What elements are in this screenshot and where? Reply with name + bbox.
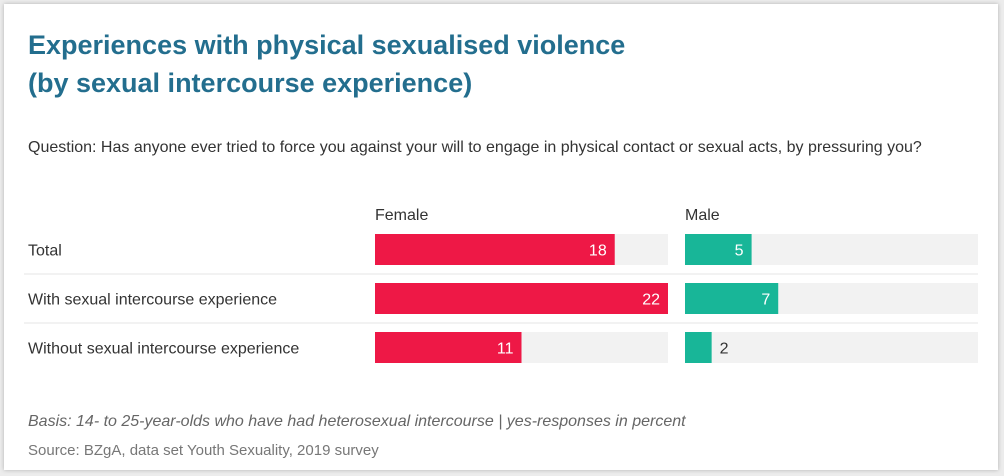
bar [375,283,668,314]
bar [685,234,752,265]
category-label: Total [28,243,62,260]
category-label: With sexual intercourse experience [28,292,277,309]
bar-track [685,332,978,363]
footnote: Basis: 14- to 25-year-olds who have had … [28,413,686,430]
value-label: 11 [497,341,514,358]
bar [375,332,522,363]
legend-label: Female [375,207,428,224]
footnote: Source: BZgA, data set Youth Sexuality, … [28,442,379,459]
chart-subtitle: Question: Has anyone ever tried to force… [28,139,922,156]
bar [375,234,615,265]
value-label: 22 [642,292,660,309]
value-label: 18 [589,243,607,260]
value-label: 2 [720,341,729,358]
bar [685,283,779,314]
legend-label: Male [685,207,720,224]
value-label: 5 [735,243,744,260]
value-label: 7 [761,292,770,309]
title-line: Experiences with physical sexualised vio… [28,30,626,60]
bar [685,332,712,363]
category-label: Without sexual intercourse experience [28,341,299,358]
title-line: (by sexual intercourse experience) [28,68,473,98]
chart-title: Experiences with physical sexualised vio… [28,26,625,102]
